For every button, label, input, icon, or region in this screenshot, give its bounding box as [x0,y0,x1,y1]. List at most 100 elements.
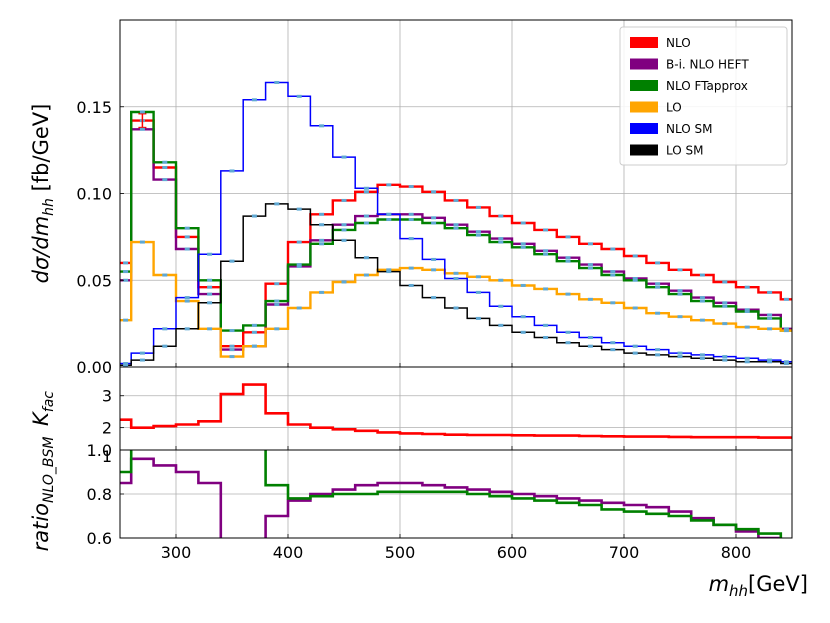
bin-error-marker [408,212,414,216]
bin-error-marker [341,223,347,227]
bin-error-marker [699,318,705,322]
bin-error-marker [408,185,414,189]
bin-error-marker [744,356,750,360]
y-axis-title: dσ/dmhh [fb/GeV] [29,104,57,284]
bin-error-marker [386,183,392,187]
bin-error-marker [363,186,369,190]
bin-error-marker [767,290,773,294]
bin-error-marker [767,360,773,364]
bin-error-marker [296,263,302,267]
bin-error-marker [431,257,437,261]
bin-error-marker [229,344,235,348]
bin-error-marker [162,178,168,182]
bin-error-marker [783,362,789,366]
x-tick-label: 300 [161,543,192,562]
bin-error-marker [229,259,235,263]
bin-error-marker [296,94,302,98]
bin-error-marker [655,311,661,315]
bin-error-marker [655,261,661,265]
bin-error-marker [699,356,705,360]
bin-error-marker [363,256,369,260]
bin-error-marker [207,278,213,282]
bin-error-marker [767,316,773,320]
bin-error-marker [229,355,235,359]
bin-error-marker [207,301,213,305]
bin-error-marker [632,277,638,281]
bin-error-marker [274,303,280,307]
bin-error-marker [587,266,593,270]
bin-error-marker [319,223,325,227]
y-tick-label: 0.15 [76,98,112,117]
bin-error-marker [184,327,190,331]
legend-label: B-i. NLO HEFT [666,58,749,72]
bin-error-marker [251,330,257,334]
legend-swatch [630,37,658,48]
bin-error-marker [431,216,437,220]
legend-label: NLO SM [666,122,712,136]
legend-swatch [630,144,658,156]
bin-error-marker [139,127,145,131]
x-tick-label: 700 [609,543,640,562]
bin-error-marker [475,275,481,279]
bin-error-marker [162,327,168,331]
bin-error-marker [207,327,213,331]
series-layer [120,80,792,538]
y-axis-title: Kfac [29,391,57,426]
bin-error-marker [520,245,526,249]
legend: NLO B-i. NLO HEFT NLO FTapprox LO NLO SM LO S… [619,26,788,166]
bin-error-marker [565,341,571,345]
bin-error-marker [123,363,129,367]
bin-error-marker [123,270,129,274]
bin-error-marker [744,325,750,329]
bin-error-marker [162,273,168,277]
bin-error-marker [229,329,235,333]
bin-error-marker [453,223,459,227]
bin-error-marker [677,351,683,355]
bin-error-marker [207,252,213,256]
series-group [120,80,792,367]
bin-error-marker [139,240,145,244]
bin-error-marker [363,214,369,218]
bin-error-marker [610,301,616,305]
bin-error-marker [341,155,347,159]
bin-error-marker [184,299,190,303]
bin-error-marker [162,344,168,348]
bin-error-marker [319,242,325,246]
bin-error-marker [722,280,728,284]
series-line [120,450,783,538]
bin-error-marker [386,218,392,222]
bin-error-marker [610,348,616,352]
bin-error-marker [431,268,437,272]
bin-error-marker [543,287,549,291]
bin-error-marker [123,362,129,366]
bin-error-marker [783,329,789,333]
bin-error-marker [319,212,325,216]
bin-error-marker [543,323,549,327]
bin-error-marker [139,110,145,114]
bin-error-marker [274,299,280,303]
bin-error-marker [184,226,190,230]
bin-error-marker [162,160,168,164]
bin-error-marker [677,315,683,319]
y-tick-label: 0.10 [76,185,112,204]
bin-error-marker [632,254,638,258]
bin-error-marker [431,296,437,300]
y-tick-label: 0.05 [76,271,112,290]
bin-error-marker [251,323,257,327]
bin-error-marker [587,344,593,348]
bin-error-marker [363,273,369,277]
bin-error-marker [699,296,705,300]
bin-error-marker [431,221,437,225]
bin-error-marker [207,285,213,289]
bin-error-marker [251,344,257,348]
legend-swatch [630,80,658,91]
bin-error-marker [296,264,302,268]
y-tick-label: 0.00 [76,358,112,377]
bin-error-marker [543,228,549,232]
bin-error-marker [498,323,504,327]
bin-error-marker [408,266,414,270]
bin-error-marker [783,327,789,331]
legend-swatch [630,101,658,113]
y-tick-label: 1.0 [87,441,112,460]
bin-error-marker [431,190,437,194]
